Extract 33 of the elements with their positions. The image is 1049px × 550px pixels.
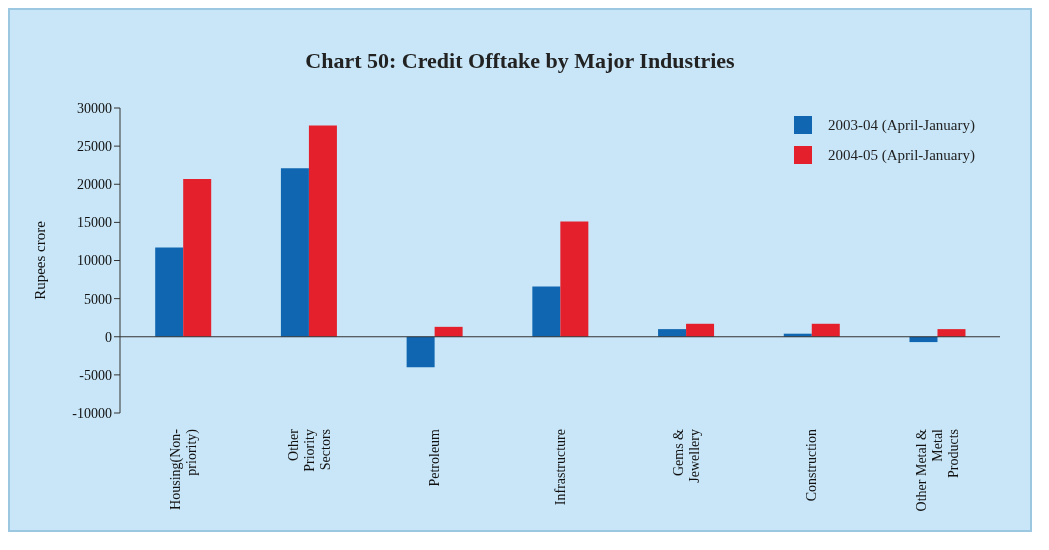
x-tick-label: Gems & Jewellery xyxy=(670,428,702,483)
x-tick-label: Housing(Non-priority) xyxy=(167,428,200,510)
bar xyxy=(560,221,589,337)
bar xyxy=(909,336,938,343)
x-tick-label: Other Metal & Metal Products xyxy=(914,428,962,512)
bar xyxy=(686,323,715,337)
y-tick-label: 20000 xyxy=(77,177,112,193)
y-tick-label: 0 xyxy=(105,329,112,345)
bar xyxy=(308,125,337,337)
x-tick-label: Petroleum xyxy=(427,428,443,487)
y-tick-label: -5000 xyxy=(79,367,112,383)
y-tick-label: -10000 xyxy=(72,405,112,421)
y-tick-label: 25000 xyxy=(77,139,112,155)
bar xyxy=(434,326,463,337)
y-tick-label: 10000 xyxy=(77,253,112,269)
bar xyxy=(406,336,435,368)
y-tick-label: 30000 xyxy=(77,100,112,116)
chart-title: Chart 50: Credit Offtake by Major Industries xyxy=(304,47,736,75)
bar xyxy=(658,329,687,337)
x-tick-label: Infrastructure xyxy=(553,429,568,506)
bar xyxy=(155,247,184,337)
legend-label: 2004-05 (April-January) xyxy=(827,146,975,164)
y-tick-label: 5000 xyxy=(84,291,112,307)
bar xyxy=(183,178,212,337)
y-axis-title: Rupees crore xyxy=(32,220,49,300)
x-tick-label: Construction xyxy=(804,429,820,502)
bar xyxy=(937,329,966,337)
legend-label: 2003-04 (April-January) xyxy=(827,116,975,134)
x-tick-label: Other Priority Sectors xyxy=(285,428,333,472)
y-tick-label: 15000 xyxy=(77,215,112,231)
bar xyxy=(280,168,309,337)
bar xyxy=(811,323,840,337)
bar xyxy=(532,286,561,337)
